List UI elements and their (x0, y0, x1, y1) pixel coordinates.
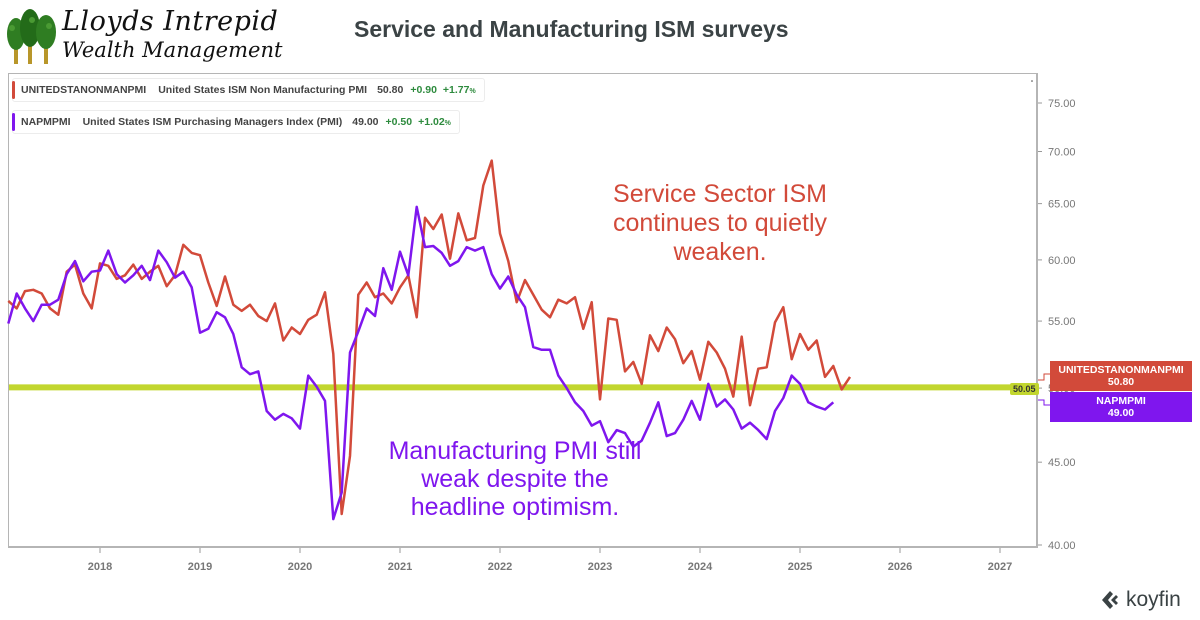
y-tick-label: 40.00 (1048, 540, 1076, 552)
koyfin-logo-icon (1102, 591, 1118, 609)
annotation-services: Service Sector ISM continues to quietly … (575, 180, 865, 267)
legend-item-services[interactable]: UNITEDSTANONMANPMI United States ISM Non… (12, 78, 485, 102)
tag-symbol: NAPMPMI (1096, 395, 1146, 407)
legend-swatch-services (12, 81, 15, 99)
legend-pct: +1.02% (418, 116, 451, 128)
last-value-tag-manufacturing: NAPMPMI 49.00 (1050, 392, 1192, 422)
annotation-line: Service Sector ISM (613, 180, 827, 208)
annotation-line: weak despite the (421, 465, 609, 493)
x-tick-label: 2021 (388, 561, 412, 573)
annotation-line: continues to quietly (612, 209, 828, 237)
legend-swatch-manufacturing (12, 113, 15, 131)
x-tick-label: 2024 (688, 561, 713, 573)
legend-change: +0.50 (385, 116, 413, 128)
page-title: Service and Manufacturing ISM surveys (354, 16, 789, 42)
annotation-line: Manufacturing PMI still (388, 437, 642, 465)
annotation-line: weaken. (673, 238, 767, 266)
x-tick-label: 2022 (488, 561, 512, 573)
x-tick-label: 2018 (88, 561, 112, 573)
koyfin-brand: koyfin (1100, 588, 1181, 612)
x-tick-label: 2019 (188, 561, 212, 573)
x-tick-label: 2020 (288, 561, 312, 573)
legend-symbol: NAPMPMI (21, 116, 71, 128)
series-line-services (7, 159, 852, 516)
tag-connector-manufacturing (1038, 399, 1050, 406)
tag-value: 49.00 (1107, 407, 1135, 419)
x-tick-label: 2027 (988, 561, 1012, 573)
y-tick-label: 45.00 (1048, 457, 1076, 469)
x-axis: 2018 2019 2020 2021 2022 2023 2024 2025 2026 2027 (88, 548, 1012, 573)
corner-dot (1031, 80, 1033, 82)
series-line-manufacturing (7, 205, 835, 521)
tag-connector-services (1038, 373, 1050, 381)
logo-text-line1: Lloyds Intrepid (62, 6, 279, 37)
brand-name: koyfin (1126, 588, 1181, 611)
last-value-tag-services: UNITEDSTANONMANPMI 50.80 (1050, 361, 1192, 391)
x-tick-label: 2025 (788, 561, 812, 573)
tag-symbol: UNITEDSTANONMANPMI (1058, 364, 1184, 376)
annotation-manufacturing: Manufacturing PMI still weak despite the… (350, 437, 680, 521)
y-tick-label: 70.00 (1048, 147, 1076, 159)
y-tick-label: 55.00 (1048, 316, 1076, 328)
reference-line-label: 50.05 (1010, 383, 1039, 395)
legend-value: 50.80 (377, 84, 404, 96)
logo-text-line2: Wealth Management (62, 38, 283, 62)
company-logo: Lloyds Intrepid Wealth Management (6, 4, 296, 66)
x-tick-label: 2026 (888, 561, 912, 573)
legend-pct: +1.77% (442, 84, 476, 96)
x-tick-label: 2023 (588, 561, 612, 573)
trees-icon (7, 9, 56, 64)
annotation-line: headline optimism. (410, 493, 620, 521)
y-tick-label: 60.00 (1048, 255, 1076, 267)
legend-name: United States ISM Purchasing Managers In… (82, 116, 343, 128)
legend-change: +0.90 (410, 84, 437, 96)
legend-item-manufacturing[interactable]: NAPMPMI United States ISM Purchasing Man… (12, 110, 460, 134)
tag-value: 50.80 (1107, 376, 1135, 388)
legend-value: 49.00 (352, 116, 379, 128)
y-tick-label: 65.00 (1048, 199, 1076, 211)
legend-symbol: UNITEDSTANONMANPMI (21, 84, 147, 96)
chart-frame (8, 73, 1038, 548)
y-tick-label: 75.00 (1048, 98, 1076, 110)
legend-name: United States ISM Non Manufacturing PMI (158, 84, 368, 96)
